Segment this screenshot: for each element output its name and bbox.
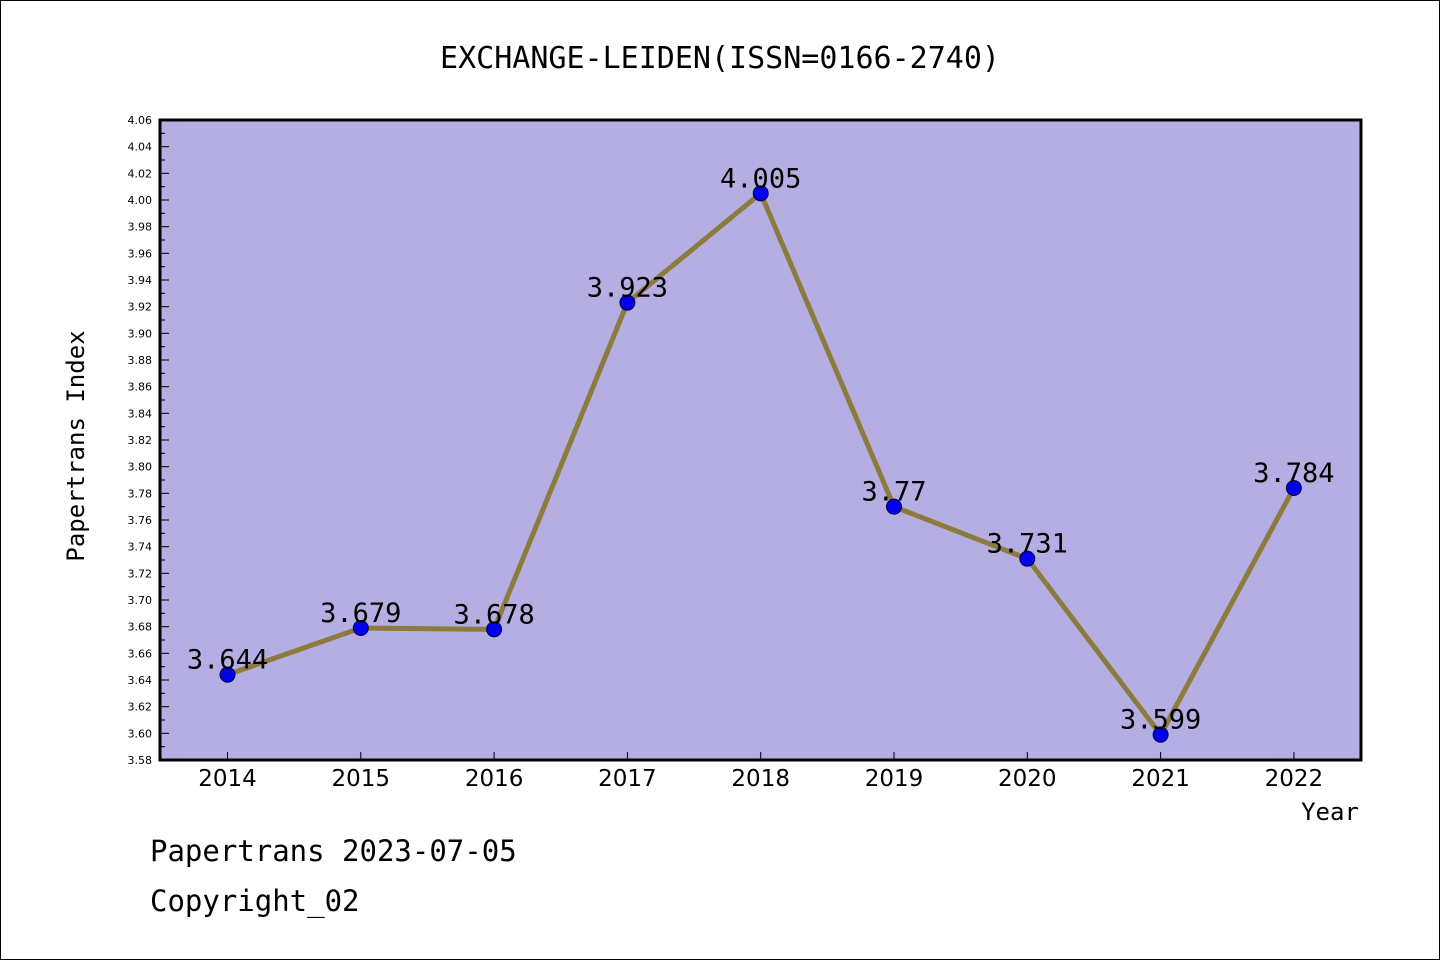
data-point: [1285, 480, 1302, 496]
x-tick-label: 2020: [998, 766, 1057, 792]
y-axis: 3.58 3.60 3.62 3.64 3.66 3.68 3.70 3.72 3.74 3.76…: [128, 114, 169, 767]
data-labels: 3.644 3.679 3.678 3.923 4.005 3.77 3.731 3.599 3…: [187, 163, 1335, 735]
data-label: 3.678: [453, 599, 534, 630]
y-tick-label: 3.90: [128, 327, 153, 340]
data-point: [486, 621, 503, 638]
y-tick-label: 3.76: [128, 514, 153, 527]
data-point: [619, 294, 636, 311]
y-tick-label: 3.82: [128, 434, 153, 447]
chart-title: EXCHANGE-LEIDEN(ISSN=0166-2740): [440, 41, 1000, 76]
y-tick-label: 3.80: [128, 461, 153, 474]
y-tick-label: 3.68: [128, 621, 153, 634]
data-label: 3.644: [187, 645, 268, 676]
data-label: 3.923: [587, 273, 668, 304]
data-label: 3.731: [987, 529, 1068, 560]
data-point: [752, 185, 769, 202]
data-point: [219, 666, 236, 683]
y-tick-label: 3.88: [128, 354, 153, 367]
data-label: 3.679: [320, 598, 401, 629]
data-points: [219, 185, 1302, 743]
y-tick-label: 3.92: [128, 301, 153, 314]
data-label: 3.599: [1120, 705, 1201, 736]
plot-area: [158, 118, 1363, 762]
y-tick-label: 4.00: [128, 194, 153, 207]
y-tick-label: 3.72: [128, 567, 153, 580]
y-tick-label: 3.70: [128, 594, 153, 607]
x-tick-label: 2014: [198, 766, 257, 792]
y-tick-label: 3.86: [128, 381, 153, 394]
y-tick-label: 3.64: [128, 674, 153, 687]
y-tick-label: 3.94: [128, 274, 153, 287]
x-tick-label: 2017: [598, 766, 657, 792]
data-label: 3.784: [1253, 458, 1334, 489]
data-point: [1019, 550, 1036, 567]
x-tick-label: 2022: [1265, 766, 1324, 792]
y-tick-label: 3.98: [128, 221, 153, 234]
data-point: [1152, 726, 1169, 743]
y-axis-label: Papertrans Index: [62, 330, 90, 561]
y-tick-label: 4.04: [128, 141, 153, 154]
x-tick-label: 2015: [332, 766, 391, 792]
x-axis-label: Year: [1301, 798, 1359, 826]
y-tick-label: 4.06: [128, 114, 153, 127]
x-axis: 2014 2015 2016 2017 2018 2019 2020 2021 2022: [198, 752, 1323, 792]
y-tick-label: 3.62: [128, 701, 153, 714]
y-tick-label: 3.66: [128, 647, 153, 660]
y-tick-label: 3.78: [128, 487, 153, 500]
x-tick-label: 2018: [731, 766, 790, 792]
x-tick-label: 2021: [1131, 766, 1190, 792]
y-tick-label: 3.60: [128, 727, 153, 740]
y-tick-label: 3.84: [128, 407, 153, 420]
y-tick-label: 4.02: [128, 167, 153, 180]
data-label: 3.77: [861, 477, 926, 508]
y-tick-label: 3.74: [128, 541, 153, 554]
y-tick-label: 3.58: [128, 754, 153, 767]
data-point: [352, 620, 369, 636]
data-point: [886, 498, 902, 515]
x-tick-label: 2016: [465, 766, 524, 792]
footer-copyright: Copyright_02: [150, 884, 360, 918]
footer-date: Papertrans 2023-07-05: [150, 834, 517, 868]
x-tick-label: 2019: [865, 766, 924, 792]
data-label: 4.005: [720, 163, 801, 194]
y-tick-label: 3.96: [128, 247, 153, 260]
